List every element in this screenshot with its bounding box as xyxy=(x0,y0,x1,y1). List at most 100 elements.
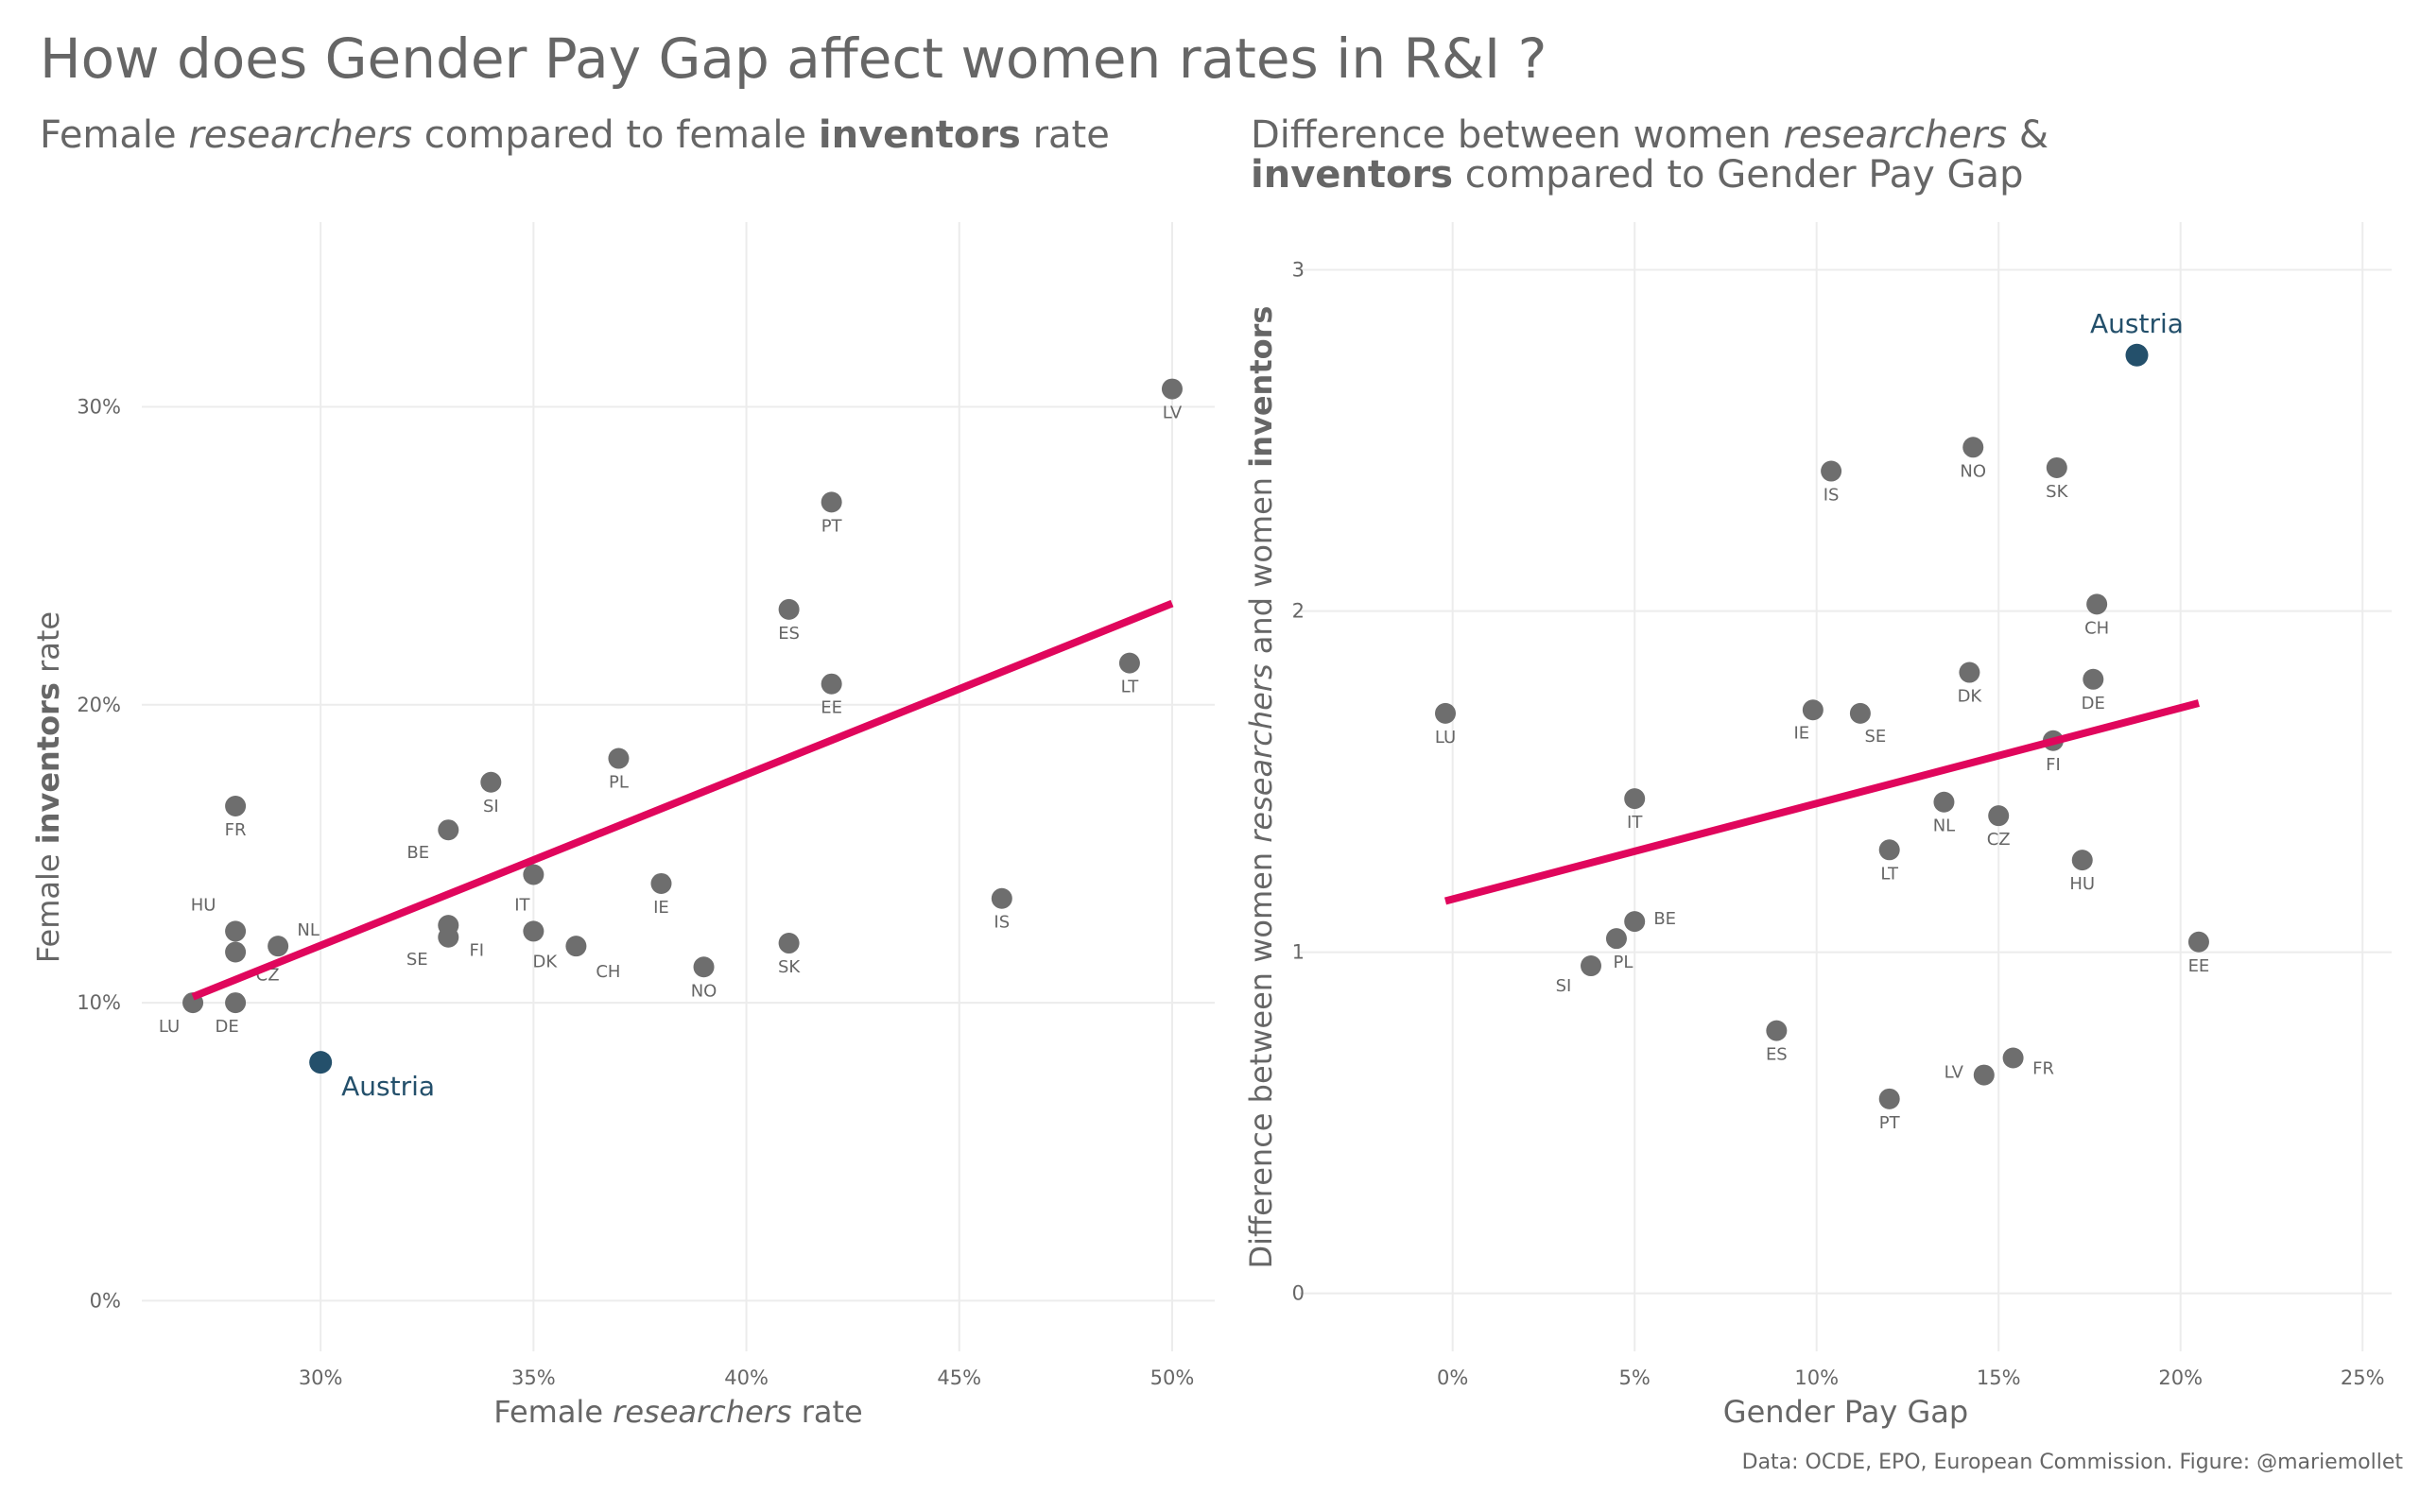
point-label: EE xyxy=(821,698,842,718)
data-point xyxy=(608,747,630,769)
point-label: SI xyxy=(483,797,499,816)
highlight-label: Austria xyxy=(341,1071,435,1102)
x-tick-label: 20% xyxy=(2158,1366,2203,1389)
y-tick-label: 20% xyxy=(77,694,121,716)
point-label: DK xyxy=(1958,687,1983,707)
point-label: SI xyxy=(1556,976,1572,996)
x-tick-label: 50% xyxy=(1150,1366,1195,1389)
trend-line xyxy=(191,599,1174,1001)
x-tick-label: 5% xyxy=(1619,1366,1651,1389)
left-subtitle-part: researchers xyxy=(188,113,413,157)
data-point xyxy=(1435,702,1456,724)
point-label: HU xyxy=(2069,874,2095,894)
point-label: HU xyxy=(191,895,216,915)
point-label: SK xyxy=(2046,482,2068,502)
point-label: IS xyxy=(994,913,1010,933)
x-tick-label: 45% xyxy=(937,1366,981,1389)
point-label: SE xyxy=(1864,727,1886,747)
point-label: IE xyxy=(653,898,669,918)
y-tick-label: 2 xyxy=(1292,600,1305,623)
axis-title-part: inventors xyxy=(1243,306,1279,468)
data-point xyxy=(693,956,715,978)
data-point xyxy=(438,926,459,948)
x-axis-title: Female researchers rate xyxy=(493,1394,862,1430)
point-label: PT xyxy=(821,516,843,536)
right-subtitle-part: inventors xyxy=(1251,153,1454,197)
data-point xyxy=(523,920,544,942)
data-point xyxy=(1988,805,2010,827)
point-label: EE xyxy=(2188,956,2210,976)
source-caption: Data: OCDE, EPO, European Commission. Fi… xyxy=(1741,1451,2403,1474)
axis-title-part: rate xyxy=(792,1394,863,1430)
data-point xyxy=(1624,788,1646,810)
y-axis-title: Female inventors rate xyxy=(30,611,66,963)
point-label: PT xyxy=(1879,1113,1901,1133)
data-point xyxy=(821,673,842,695)
axis-title-part: inventors xyxy=(30,682,66,844)
axis-title-part: rate xyxy=(30,611,66,682)
y-tick-label: 1 xyxy=(1292,941,1305,964)
x-tick-label: 30% xyxy=(299,1366,343,1389)
point-label: DK xyxy=(533,952,559,971)
data-point xyxy=(1581,955,1601,977)
point-label: BE xyxy=(1653,909,1676,929)
data-point xyxy=(1821,460,1842,482)
point-label: SK xyxy=(778,957,801,977)
point-label: FI xyxy=(2046,755,2061,775)
data-point xyxy=(1962,437,1984,458)
left-panel-subtitle: Female researchers compared to female in… xyxy=(40,115,1110,155)
right-panel-subtitle: Difference between women researchers & i… xyxy=(1251,115,2196,195)
x-tick-label: 35% xyxy=(511,1366,556,1389)
data-point xyxy=(523,864,544,885)
y-tick-label: 3 xyxy=(1292,259,1305,282)
data-point xyxy=(778,933,800,954)
data-point xyxy=(480,771,502,793)
data-point xyxy=(1973,1064,1995,1086)
y-axis-title: Difference between women researchers and… xyxy=(1243,306,1279,1269)
data-point xyxy=(2187,931,2209,953)
data-point xyxy=(1959,662,1980,683)
data-point xyxy=(650,872,672,894)
y-tick-label: 0 xyxy=(1292,1282,1305,1305)
point-label: NL xyxy=(1933,816,1956,836)
point-label: IE xyxy=(1794,723,1810,743)
point-label: ES xyxy=(1766,1045,1788,1065)
left-subtitle-part: rate xyxy=(1020,113,1110,157)
data-point xyxy=(1802,699,1824,721)
data-point xyxy=(2071,850,2093,871)
data-point xyxy=(991,887,1012,909)
point-label: CH xyxy=(2084,618,2109,638)
point-label: NO xyxy=(1960,461,1986,481)
x-tick-label: 25% xyxy=(2341,1366,2385,1389)
x-tick-label: 0% xyxy=(1437,1366,1468,1389)
point-label: SE xyxy=(406,950,428,970)
data-point xyxy=(225,941,247,963)
data-point xyxy=(2086,593,2108,615)
data-point xyxy=(1933,791,1955,813)
data-point xyxy=(438,819,459,841)
trend-line xyxy=(1443,699,2200,905)
data-point xyxy=(225,795,247,816)
data-point xyxy=(1849,702,1871,724)
point-label: DE xyxy=(215,1017,238,1037)
x-axis-title: Gender Pay Gap xyxy=(1723,1394,1968,1430)
axis-title-part: Gender Pay Gap xyxy=(1723,1394,1968,1430)
data-point xyxy=(1605,928,1627,950)
x-tick-label: 40% xyxy=(724,1366,769,1389)
point-label: FR xyxy=(225,820,247,840)
axis-title-part: researchers xyxy=(613,1394,791,1430)
axis-title-part: Difference between women xyxy=(1243,843,1279,1269)
point-label: ES xyxy=(778,624,800,644)
left-subtitle-part: inventors xyxy=(818,113,1021,157)
right-subtitle-part: compared to Gender Pay Gap xyxy=(1453,153,2024,197)
y-tick-label: 30% xyxy=(77,395,121,418)
highlight-label: Austria xyxy=(2090,308,2184,339)
data-point xyxy=(2083,668,2104,690)
axis-title-part: Female xyxy=(30,844,66,963)
point-label: CZ xyxy=(1987,830,2011,850)
point-label: LT xyxy=(1880,864,1899,884)
point-label: LU xyxy=(1435,728,1456,747)
data-point xyxy=(2046,456,2067,478)
point-label: FI xyxy=(469,941,484,961)
